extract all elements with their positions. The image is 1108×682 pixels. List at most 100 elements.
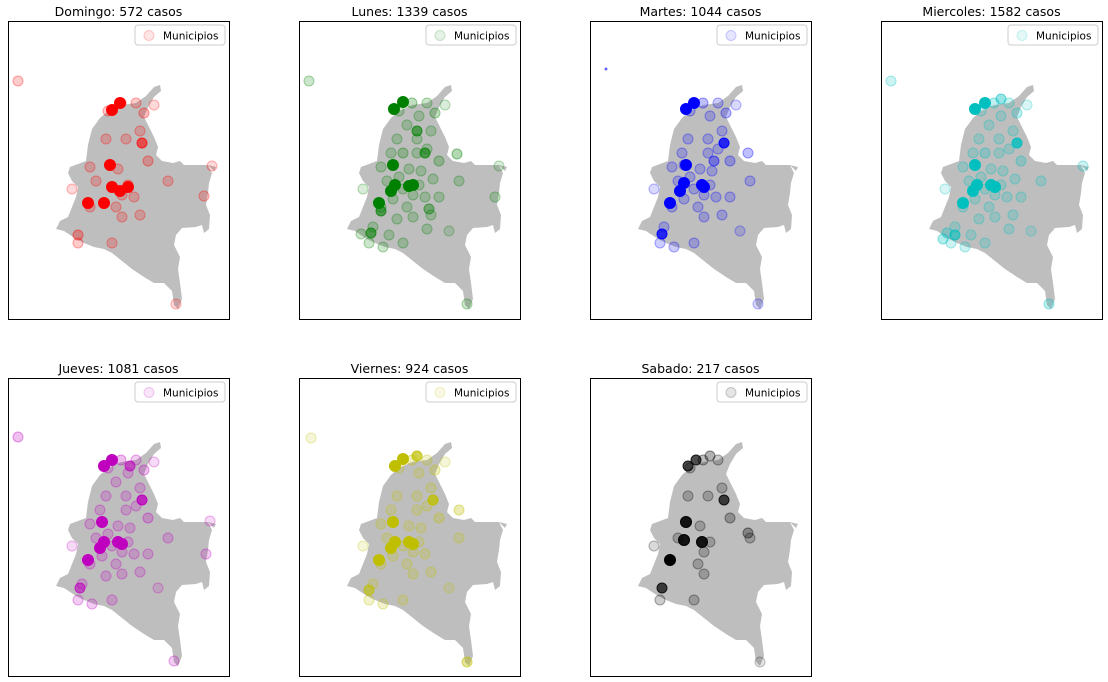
municipio-point <box>106 104 118 116</box>
municipio-point <box>152 582 164 594</box>
municipio-point <box>94 542 106 554</box>
municipio-point <box>730 99 742 111</box>
colombia-map-shape <box>929 85 1085 309</box>
municipio-point <box>734 225 746 237</box>
legend-label: Municipios <box>454 388 509 400</box>
municipio-point <box>425 209 437 221</box>
municipio-point <box>200 548 212 560</box>
municipio-point <box>433 512 445 524</box>
municipio-point <box>937 233 949 245</box>
legend: Municipios <box>1007 24 1099 46</box>
municipio-point <box>716 482 728 494</box>
municipio-point <box>407 211 419 223</box>
municipio-point <box>148 456 160 468</box>
map-panel: Sabado: 217 casos Municipios <box>590 361 812 677</box>
municipio-point <box>702 490 714 502</box>
municipio-point <box>742 527 754 539</box>
municipio-point <box>493 160 505 172</box>
municipio-point <box>451 148 463 160</box>
municipio-point <box>407 179 419 191</box>
municipio-point <box>688 237 700 249</box>
municipio-point <box>363 584 375 596</box>
municipio-point <box>706 165 718 177</box>
municipio-point <box>698 546 710 558</box>
municipio-point <box>122 181 134 193</box>
municipio-point <box>1001 191 1013 203</box>
municipio-point <box>421 223 433 235</box>
municipio-point <box>375 518 387 530</box>
municipio-point <box>967 185 979 197</box>
municipio-point <box>674 185 686 197</box>
municipio-point <box>397 96 409 108</box>
municipio-point <box>388 103 400 115</box>
municipio-point <box>716 125 728 137</box>
colombia-map-shape <box>56 442 212 666</box>
municipio-point <box>724 191 736 203</box>
municipio-point <box>720 107 732 119</box>
municipio-point <box>429 464 441 476</box>
municipio-point <box>413 467 425 479</box>
municipio-point <box>995 110 1007 122</box>
municipio-point <box>391 133 403 145</box>
municipio-point <box>375 161 387 173</box>
municipio-point <box>82 197 94 209</box>
municipio-point <box>967 147 979 159</box>
municipio-point <box>656 582 668 594</box>
municipio-point <box>419 191 431 203</box>
legend-box <box>716 24 808 46</box>
municipio-point <box>443 225 455 237</box>
municipio-point <box>724 512 736 524</box>
municipio-point <box>710 191 722 203</box>
point-layer <box>604 67 764 310</box>
municipio-point <box>698 211 710 223</box>
legend-marker <box>143 30 155 41</box>
municipio-point <box>654 594 666 606</box>
legend-label: Municipios <box>163 388 218 400</box>
municipio-point <box>688 594 700 606</box>
panel-title: Sabado: 217 casos <box>642 361 760 376</box>
municipio-point <box>72 229 84 241</box>
municipio-point <box>419 147 431 159</box>
municipio-point <box>941 227 953 239</box>
municipio-point <box>385 504 397 516</box>
municipio-point <box>433 191 445 203</box>
legend-marker <box>434 30 446 41</box>
municipio-point <box>100 570 112 582</box>
municipio-point <box>391 213 403 225</box>
municipio-point <box>997 165 1009 177</box>
municipio-point <box>363 594 375 606</box>
legend: Municipios <box>134 24 226 46</box>
legend-label: Municipios <box>1036 31 1091 43</box>
municipio-point <box>206 160 218 172</box>
colombia-map-shape <box>56 85 212 309</box>
municipio-point <box>664 554 676 566</box>
municipio-point <box>692 558 704 570</box>
legend-label: Municipios <box>163 31 218 43</box>
point-layer <box>648 450 766 668</box>
axes-frame <box>881 21 1103 320</box>
municipio-point <box>453 504 465 516</box>
municipio-point <box>1035 175 1047 187</box>
municipio-point <box>427 173 439 185</box>
municipio-point <box>12 75 24 87</box>
municipio-point <box>949 229 961 241</box>
municipio-point <box>694 520 706 532</box>
municipio-point <box>461 298 473 310</box>
municipio-point <box>461 656 473 668</box>
municipio-point <box>648 183 660 195</box>
municipio-point <box>415 522 427 534</box>
municipio-point <box>682 133 694 145</box>
municipio-point <box>357 540 369 552</box>
municipio-point <box>383 229 395 241</box>
municipio-point <box>373 554 385 566</box>
municipio-point <box>604 67 608 71</box>
municipio-point <box>1007 209 1019 221</box>
municipio-point <box>716 209 728 221</box>
axes-frame <box>590 378 812 677</box>
municipio-point <box>114 97 126 109</box>
municipio-point <box>110 558 122 570</box>
municipio-point <box>1003 143 1015 155</box>
municipio-point <box>676 147 688 159</box>
municipio-point <box>698 568 710 580</box>
municipio-point <box>969 159 981 171</box>
